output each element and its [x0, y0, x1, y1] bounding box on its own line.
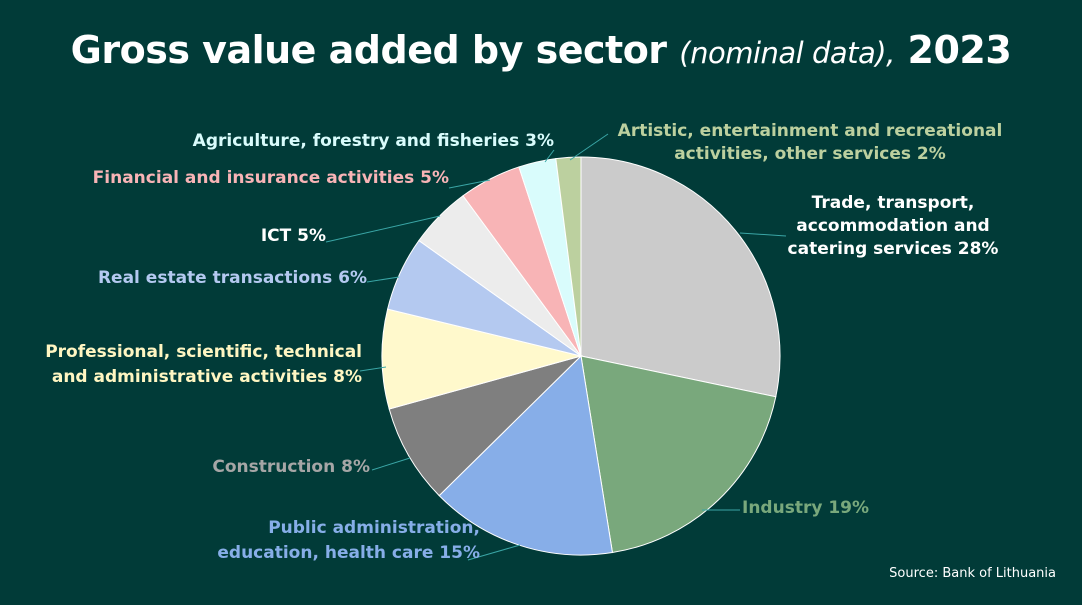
leader-line-1 — [739, 232, 787, 237]
leader-line-4 — [371, 457, 411, 471]
pie-slice-1 — [580, 156, 781, 398]
slice-label-4: Construction 8% — [212, 457, 370, 477]
source-note: Source: Bank of Lithuania — [889, 566, 1056, 581]
pie-slice-5 — [381, 308, 583, 410]
slice-label-2: Industry 19% — [742, 498, 869, 518]
slice-label-8: Financial and insurance activities 5% — [93, 168, 449, 188]
leader-line-6 — [366, 276, 400, 283]
leader-line-5 — [359, 366, 387, 372]
slice-label-7: ICT 5% — [261, 226, 326, 246]
slice-label-1: Trade, transport, accommodation and cateri… — [788, 193, 999, 259]
slice-label-10: Artistic, entertainment and recreational… — [618, 121, 1003, 164]
slice-label-5: Professional, scientific, technical and a… — [45, 342, 362, 387]
pie-slice-4 — [388, 355, 583, 497]
title-year: 2023 — [907, 28, 1012, 72]
slice-label-3: Public administration, education, health … — [217, 518, 480, 563]
leader-line-9 — [544, 149, 555, 163]
leader-line-7 — [325, 215, 441, 243]
pie-slice-10 — [555, 156, 582, 357]
title-main: Gross value added by sector — [70, 28, 667, 72]
title-subtitle: (nominal data), — [679, 36, 895, 70]
leader-line-8 — [448, 179, 491, 189]
chart-title: Gross value added by sector (nominal dat… — [0, 28, 1082, 72]
slice-label-9: Agriculture, forestry and fisheries 3% — [193, 131, 554, 151]
slice-label-6: Real estate transactions 6% — [98, 268, 367, 288]
leader-line-3 — [467, 544, 521, 561]
pie-slice-2 — [580, 355, 777, 554]
leader-line-10 — [569, 133, 609, 161]
